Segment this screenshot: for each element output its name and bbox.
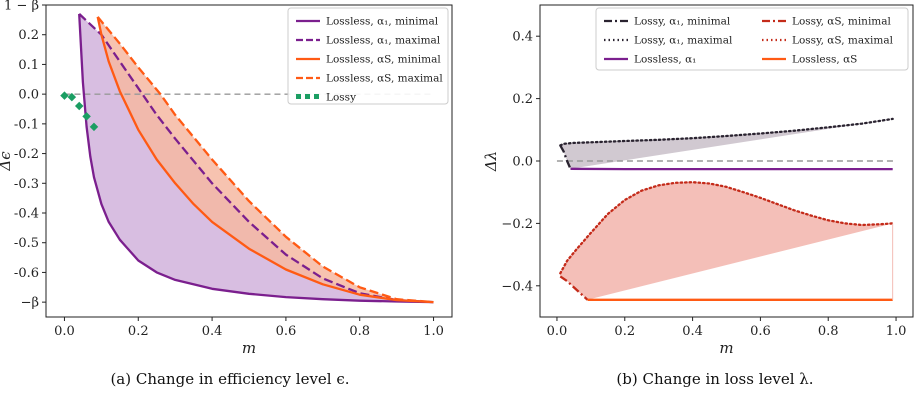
y-tick-label: -0.4 (14, 207, 39, 222)
legend-entry: Lossless, αS, minimal (326, 54, 441, 66)
legend-entry: Lossy, α₁, maximal (634, 35, 733, 47)
x-tick-label: 0.0 (547, 324, 568, 339)
x-tick-label: 1.0 (423, 324, 444, 339)
y-tick-label: -0.1 (14, 117, 39, 132)
legend-marker (314, 94, 319, 99)
y-axis-label: Δϵ (0, 151, 14, 172)
legend-entry: Lossless, α₁, maximal (326, 35, 441, 47)
y-tick-label: -0.5 (14, 236, 39, 251)
y-tick-label: 0.0 (512, 155, 533, 170)
chart-loss: 0.0 0.2 0.4 0.6 0.8 1.0 0.4 0.2 0.0 −0.2 −0.4 m Δλ Lo… (482, 5, 913, 357)
x-tick-label: 0.6 (750, 324, 771, 339)
x-tick-label: 0.0 (54, 324, 75, 339)
x-tick-label: 0.8 (818, 324, 839, 339)
legend-entry: Lossy, αS, minimal (792, 16, 892, 28)
y-tick-label: 0.0 (18, 88, 39, 103)
legend-entry: Lossy, α₁, minimal (634, 16, 731, 28)
lossy-point (60, 91, 68, 99)
legend-marker (305, 94, 310, 99)
legend-entry: Lossless, αS, maximal (326, 73, 443, 85)
y-tick-label: -0.6 (14, 266, 39, 281)
caption-a: (a) Change in efficiency level ϵ. (110, 370, 349, 388)
y-tick-label: −0.2 (501, 217, 533, 232)
x-tick-label: 0.4 (682, 324, 703, 339)
legend-entry: Lossy (326, 92, 356, 104)
chart-efficiency: 0.0 0.2 0.4 0.6 0.8 1.0 1 − β 0.2 0.1 0.0 -0.1 -0.2… (0, 0, 452, 357)
y-tick-label: 0.1 (18, 58, 39, 73)
y-tick-label: −0.4 (501, 279, 533, 294)
y-tick-label: 0.2 (18, 28, 39, 43)
x-tick-label: 0.6 (276, 324, 297, 339)
legend-entry: Lossless, α₁ (634, 54, 696, 66)
y-axis-label: Δλ (482, 151, 500, 172)
y-tick-label: 0.2 (512, 92, 533, 107)
y-tick-label: 1 − β (4, 0, 39, 14)
y-tick-label: -0.3 (14, 177, 39, 192)
caption-b: (b) Change in loss level λ. (616, 370, 813, 388)
y-tick-label: 0.4 (512, 30, 533, 45)
x-tick-label: 0.8 (349, 324, 370, 339)
x-tick-label: 1.0 (886, 324, 907, 339)
y-tick-label: −β (21, 296, 39, 311)
band-fill (560, 182, 892, 300)
x-tick-label: 0.4 (202, 324, 223, 339)
legend-marker (296, 94, 301, 99)
x-axis-label: m (719, 339, 733, 357)
lossy-point (75, 102, 83, 110)
x-tick-label: 0.2 (128, 324, 149, 339)
legend-entry: Lossless, αS (792, 54, 857, 66)
legend-entry: Lossless, α₁, minimal (326, 16, 439, 28)
x-axis-label: m (242, 339, 256, 357)
y-tick-label: -0.2 (14, 147, 39, 162)
legend-entry: Lossy, αS, maximal (792, 35, 894, 47)
x-tick-label: 0.2 (614, 324, 635, 339)
